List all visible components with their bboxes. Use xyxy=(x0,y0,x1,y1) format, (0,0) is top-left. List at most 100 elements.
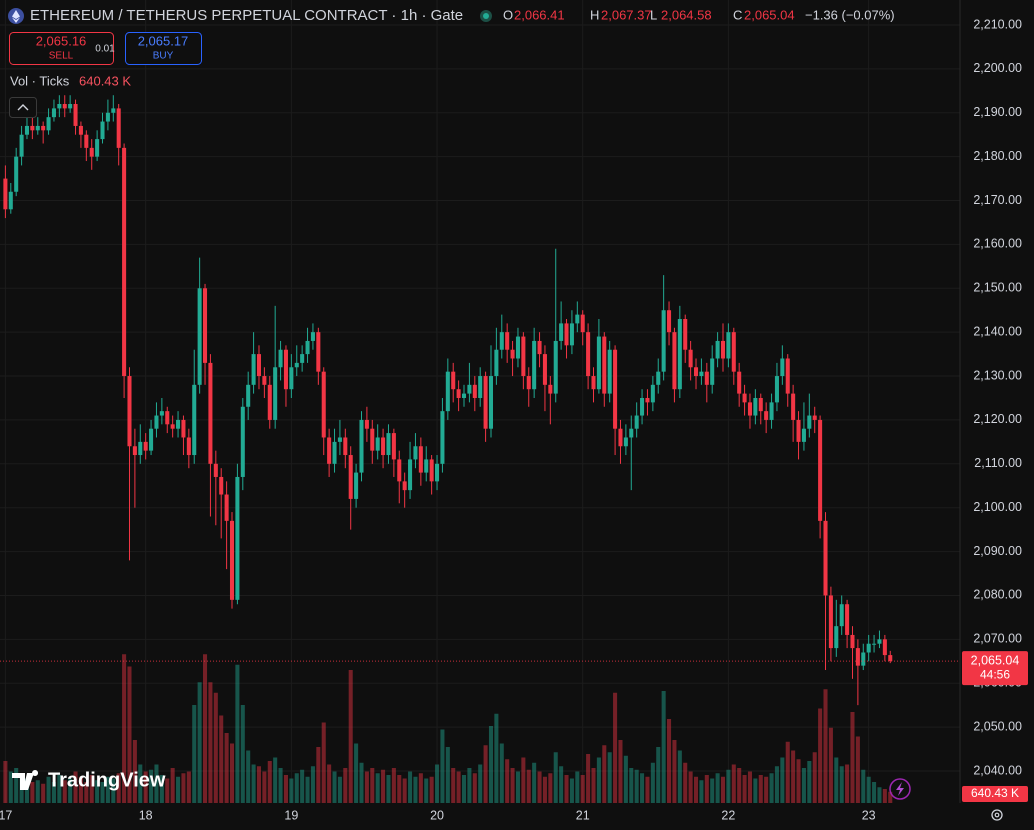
volume-bar xyxy=(46,776,51,803)
volume-bar xyxy=(203,654,208,803)
collapse-button[interactable] xyxy=(9,97,37,118)
volume-bar xyxy=(510,768,515,803)
candle-body xyxy=(629,428,634,438)
y-tick-label: 2,160.00 xyxy=(973,237,1022,251)
volume-bar xyxy=(321,722,326,803)
sell-label: SELL xyxy=(49,51,74,62)
candle-body xyxy=(472,384,477,398)
volume-bar xyxy=(348,670,353,803)
candle-body xyxy=(720,340,726,359)
candle-body xyxy=(165,411,170,425)
candle-body xyxy=(640,397,645,416)
settings-button[interactable] xyxy=(991,809,1003,821)
candle-body xyxy=(229,520,235,600)
volume-bar xyxy=(24,778,30,803)
candle-body xyxy=(823,520,828,596)
volume-bar xyxy=(785,741,790,803)
volume-bar xyxy=(467,768,472,803)
candle-body xyxy=(381,437,386,456)
volume-bar xyxy=(170,768,175,803)
ohlc-value: 2,067.37 xyxy=(601,7,652,22)
volume-bar xyxy=(499,743,504,803)
change: −1.36 (−0.07%) xyxy=(805,7,895,22)
volume-bar xyxy=(715,773,720,803)
buy-button[interactable] xyxy=(125,32,202,65)
flash-button[interactable] xyxy=(889,778,911,800)
candle-body xyxy=(774,376,779,403)
candle-body xyxy=(521,336,526,377)
candle-body xyxy=(149,428,154,451)
volume-bar xyxy=(73,771,78,803)
last-price-box xyxy=(962,651,1028,686)
brand: TradingView xyxy=(48,769,166,791)
volume-bar xyxy=(267,761,272,803)
volume-bar xyxy=(807,761,812,803)
volume-bar xyxy=(375,773,380,803)
candle-body xyxy=(850,634,855,649)
candle-body xyxy=(586,332,591,377)
candle-body xyxy=(488,376,494,429)
volume-bar xyxy=(219,715,224,803)
candle-body xyxy=(440,411,445,464)
candle-body xyxy=(575,314,580,324)
candle-body xyxy=(213,463,218,477)
volume-bar xyxy=(364,771,369,803)
volume-bar xyxy=(834,757,839,803)
volume-bar xyxy=(720,776,726,803)
candle-body xyxy=(116,108,121,148)
volume-bar xyxy=(316,747,321,803)
ohlc-value: 2,066.41 xyxy=(514,7,565,22)
volume-bar xyxy=(105,776,110,803)
price-pane xyxy=(0,95,960,706)
volume-bar xyxy=(602,745,607,803)
candle-body xyxy=(386,433,391,456)
volume-value: 640.43 K xyxy=(79,73,131,88)
candle-body xyxy=(203,288,208,363)
volume-bar xyxy=(138,764,143,803)
candle-body xyxy=(737,371,742,394)
volume-bar xyxy=(607,752,612,803)
volume-pane xyxy=(3,654,893,803)
candle-body xyxy=(888,655,893,662)
y-tick-label: 2,170.00 xyxy=(973,193,1022,207)
volume-bar xyxy=(472,773,477,803)
candle-body xyxy=(289,367,294,390)
volume-bar xyxy=(181,773,186,803)
x-tick-label: 18 xyxy=(139,808,153,822)
candle-body xyxy=(57,103,62,109)
candle-body xyxy=(246,384,251,407)
candle-body xyxy=(348,455,353,499)
candle-body xyxy=(882,639,887,656)
candle-body xyxy=(84,134,89,148)
candle-body xyxy=(41,125,46,131)
y-tick-label: 2,130.00 xyxy=(973,368,1022,382)
candle-body xyxy=(337,437,342,442)
candle-body xyxy=(127,376,132,447)
candle-body xyxy=(758,397,763,412)
candle-body xyxy=(791,393,796,420)
volume-axis-label: 640.43 K xyxy=(971,786,1019,800)
candle-body xyxy=(3,178,8,210)
volume-bar xyxy=(84,782,89,803)
candle-body xyxy=(300,354,305,363)
sell-button[interactable] xyxy=(9,32,114,65)
candle-body xyxy=(661,310,666,372)
volume-bar xyxy=(888,791,893,803)
y-tick-label: 2,100.00 xyxy=(973,500,1022,514)
volume-bar xyxy=(640,773,645,803)
candle-body xyxy=(807,415,812,429)
candle-body xyxy=(456,389,461,398)
candle-body xyxy=(526,376,531,390)
candle-body xyxy=(855,648,860,666)
volume-bar xyxy=(828,727,833,803)
volume-bar xyxy=(359,762,364,803)
volume-bar xyxy=(855,736,860,803)
volume-bar xyxy=(8,771,13,803)
volume-bar xyxy=(289,778,294,803)
volume-bar xyxy=(143,771,148,803)
volume-bar xyxy=(650,762,655,803)
candle-body xyxy=(278,349,283,368)
volume-bar xyxy=(35,780,40,803)
volume-bar xyxy=(710,778,715,803)
volume-bar xyxy=(408,771,413,803)
